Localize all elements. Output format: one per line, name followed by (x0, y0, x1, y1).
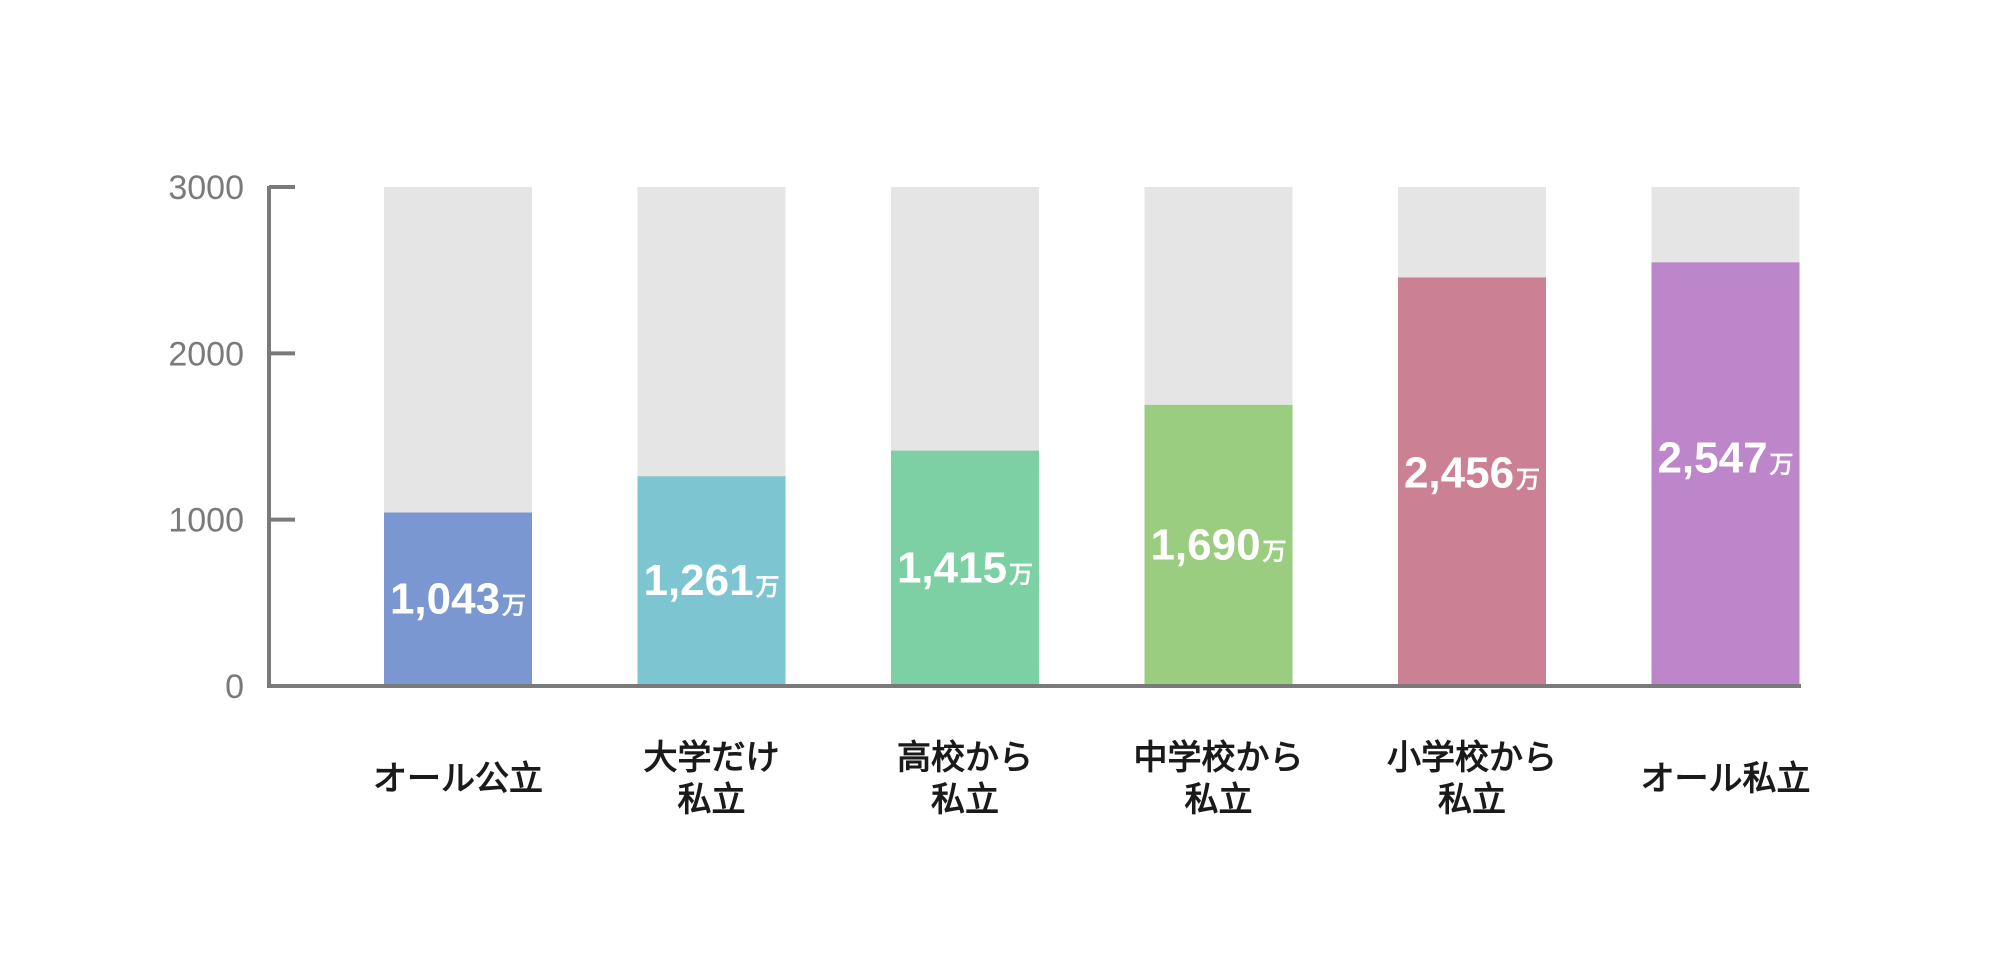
category-label: 私立 (1185, 780, 1253, 820)
category-label: 小学校から (1387, 738, 1557, 778)
bars (384, 262, 1800, 686)
data-label-value: 1,043 (390, 574, 500, 623)
y-tick-label: 1000 (168, 502, 244, 540)
category-label: 私立 (931, 780, 999, 820)
bar-backgrounds (384, 187, 1800, 686)
data-label: 2,547万 (1657, 433, 1793, 482)
bar (637, 476, 786, 686)
category-label: オール公立 (373, 759, 543, 799)
data-label: 1,043万 (390, 574, 526, 623)
data-label-value: 2,456 (1404, 448, 1514, 497)
data-label-unit: 万 (502, 591, 526, 619)
bar (1398, 277, 1546, 686)
data-label-unit: 万 (1263, 537, 1287, 565)
y-tick-label: 3000 (168, 169, 244, 207)
bar (1651, 262, 1800, 686)
data-label: 1,415万 (897, 543, 1033, 592)
data-label-value: 1,415 (897, 543, 1007, 592)
category-label: 私立 (678, 780, 746, 820)
category-label: 私立 (1438, 780, 1506, 820)
category-label: 高校から (897, 738, 1033, 778)
y-tick-label: 2000 (168, 335, 244, 373)
data-label-unit: 万 (1009, 560, 1033, 588)
data-label-value: 1,261 (643, 556, 753, 605)
data-label-unit: 万 (1770, 450, 1794, 478)
data-label-value: 2,547 (1657, 433, 1767, 482)
data-label: 2,456万 (1404, 448, 1540, 497)
category-label: 大学だけ (644, 738, 780, 778)
data-label: 1,261万 (643, 556, 779, 605)
y-axis-ticks: 0 1000 2000 3000 (168, 169, 295, 706)
data-label-value: 1,690 (1150, 520, 1260, 569)
category-label: 中学校から (1134, 738, 1304, 778)
y-tick-label: 0 (225, 668, 244, 706)
bar (891, 450, 1039, 686)
axes (267, 186, 1801, 688)
category-label: オール私立 (1641, 759, 1811, 799)
bar (384, 512, 532, 686)
data-label-unit: 万 (756, 573, 780, 601)
bar (1144, 404, 1293, 686)
data-label-unit: 万 (1516, 465, 1540, 493)
data-label: 1,690万 (1150, 520, 1286, 569)
